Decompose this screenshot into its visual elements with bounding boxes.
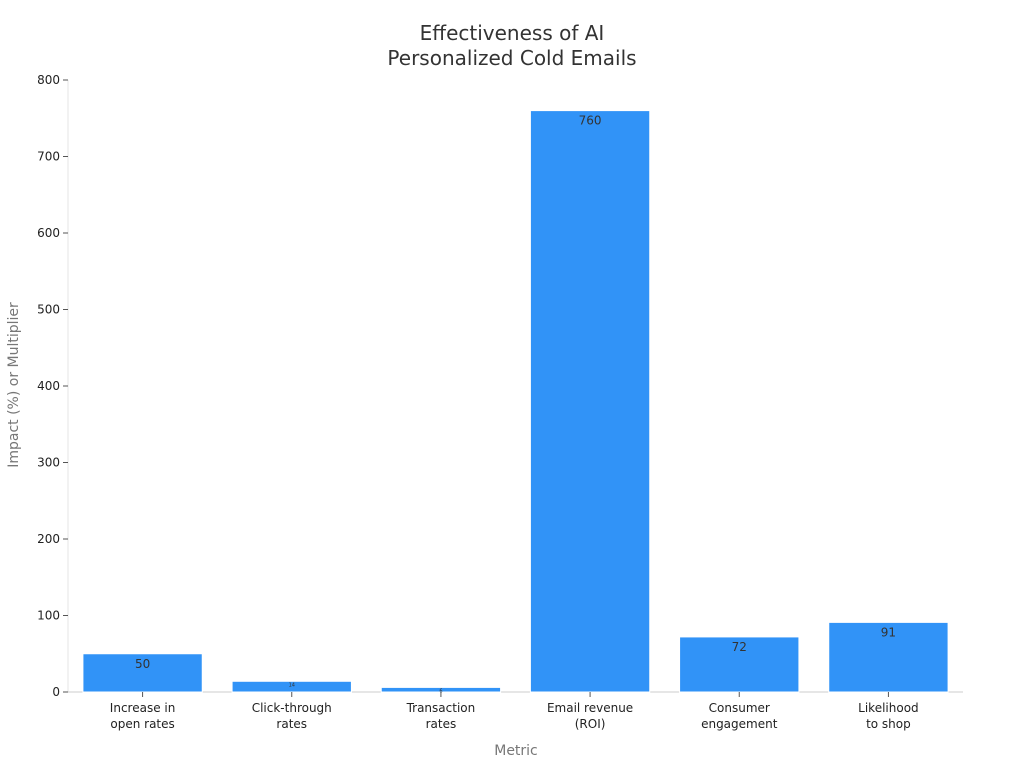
- x-tick-label: Increase in: [110, 701, 176, 715]
- x-tick-label: Likelihood: [858, 701, 919, 715]
- chart-axes: [67, 80, 963, 693]
- data-label: 50: [135, 657, 150, 671]
- x-tick-label: open rates: [110, 717, 174, 731]
- x-tick-label: to shop: [866, 717, 911, 731]
- y-tick-label: 500: [37, 303, 60, 317]
- data-label: 72: [732, 640, 747, 654]
- bar: [828, 621, 949, 693]
- y-axis-ticks: 0 100 200 300 400 500 600 700 800: [37, 73, 68, 699]
- x-tick-label: Click-through: [252, 701, 332, 715]
- y-axis-label: Impact (%) or Multiplier: [6, 302, 22, 468]
- y-tick-label: 700: [37, 150, 60, 164]
- x-tick-label: rates: [426, 717, 457, 731]
- x-tick-label: rates: [276, 717, 307, 731]
- data-labels: 50 14 6 760 72 91: [135, 114, 896, 695]
- x-tick-label: engagement: [701, 717, 778, 731]
- bar: [529, 110, 651, 693]
- data-label: 6: [439, 688, 442, 694]
- y-tick-label: 100: [37, 609, 60, 623]
- y-tick-label: 200: [37, 532, 60, 546]
- y-tick-label: 400: [37, 379, 60, 393]
- x-axis-ticks: Increase in open rates Click-through rates T…: [110, 692, 919, 731]
- bar: [82, 653, 203, 693]
- y-tick-label: 600: [37, 226, 60, 240]
- x-tick-label: Consumer: [709, 701, 770, 715]
- x-tick-label: Transaction: [406, 701, 476, 715]
- y-tick-label: 0: [52, 685, 60, 699]
- chart-title-line: Personalized Cold Emails: [387, 46, 636, 70]
- x-tick-label: Email revenue: [547, 701, 633, 715]
- data-label: 91: [881, 625, 896, 639]
- y-tick-label: 800: [37, 73, 60, 87]
- data-label: 760: [579, 114, 602, 128]
- data-label: 14: [289, 682, 295, 688]
- bars: [82, 110, 949, 693]
- chart-title-line: Effectiveness of AI: [420, 21, 605, 45]
- y-tick-label: 300: [37, 456, 60, 470]
- x-axis-label: Metric: [494, 743, 538, 759]
- x-tick-label: (ROI): [575, 717, 606, 731]
